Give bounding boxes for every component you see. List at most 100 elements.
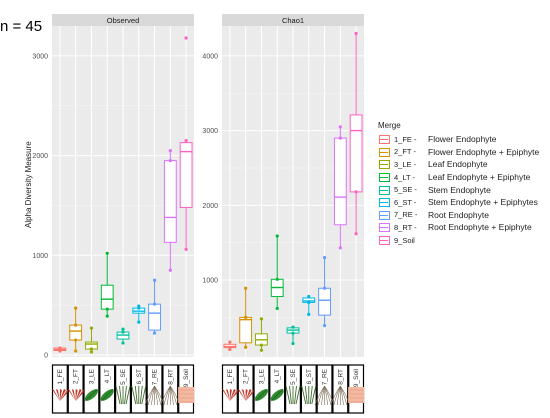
data-point xyxy=(259,343,264,347)
legend: Merge 1_FE - Flower Endophyte 2_FT - Flower… xyxy=(378,121,539,246)
box-2_FT xyxy=(239,286,253,349)
legend-key-median xyxy=(380,164,388,166)
x-tick-label: 8_RT xyxy=(337,369,344,385)
root-strand xyxy=(154,385,159,406)
leaf-vein xyxy=(271,388,284,402)
leaf-vein xyxy=(85,388,98,402)
icon-frame xyxy=(237,364,254,414)
box-8_RT xyxy=(163,149,177,272)
data-point xyxy=(152,331,157,335)
chart-panel-chao1: Chao1 1000 2000 3000 4000 xyxy=(202,14,364,357)
data-point xyxy=(275,234,279,238)
category-icon-cell: 9_Soil xyxy=(348,364,365,414)
data-point xyxy=(291,331,295,335)
legend-item: 2_FT - Flower Endophyte + Epiphyte xyxy=(378,146,539,159)
legend-key-median xyxy=(380,214,388,216)
stem-line xyxy=(125,385,131,405)
petal xyxy=(245,389,248,401)
stem-line xyxy=(285,385,291,405)
legend-item: 9_Soil xyxy=(378,234,539,247)
legend-item: 1_FE - Flower Endophyte xyxy=(378,133,539,146)
box-1_FE xyxy=(223,340,237,352)
y-tick-label: 1000 xyxy=(202,278,218,285)
legend-item: 7_RE - Root Endophyte xyxy=(378,209,539,222)
legend-description: Flower Endophyte xyxy=(428,134,497,145)
petal xyxy=(59,389,66,401)
stem-line xyxy=(301,385,307,405)
category-icon-cell: 5_SE xyxy=(115,364,131,414)
box-body xyxy=(349,114,363,193)
legend-key xyxy=(378,172,390,183)
petal xyxy=(71,389,76,401)
data-point xyxy=(338,136,342,140)
category-icon-cell: 5_SE xyxy=(285,364,301,414)
category-icon-cell: 7_RE xyxy=(314,364,335,414)
legend-description: Root Endophyte xyxy=(428,209,489,220)
x-tick-label: 5_SE xyxy=(290,368,297,385)
legend-title: Merge xyxy=(378,121,401,130)
x-tick-label: 3_LE xyxy=(88,368,95,384)
legend-item: 8_RT - Root Endophyte + Epiphyte xyxy=(378,221,539,234)
stem-line xyxy=(289,385,292,405)
data-point xyxy=(168,149,172,153)
data-point xyxy=(137,304,141,308)
data-point xyxy=(338,125,342,129)
box-9_Soil xyxy=(349,31,363,236)
data-point xyxy=(184,36,188,40)
box-body xyxy=(333,137,347,226)
box-9_Soil xyxy=(179,36,193,251)
soil-block xyxy=(178,387,195,403)
data-point xyxy=(354,190,358,194)
root-strand xyxy=(147,385,155,406)
x-tick-label: 1_FE xyxy=(57,368,64,384)
petal xyxy=(51,389,60,401)
x-tick-label: 7_RE xyxy=(322,368,329,385)
data-point xyxy=(105,307,109,311)
legend-key xyxy=(378,197,390,208)
box-2_FT xyxy=(69,306,83,353)
data-point xyxy=(89,326,94,330)
data-point xyxy=(275,306,279,311)
category-icon-cell: 2_FT xyxy=(67,364,86,414)
data-point xyxy=(354,232,358,236)
data-point xyxy=(322,286,327,290)
category-icon-cell: 1_FE xyxy=(51,364,70,414)
chart-panel-observed: Observed 0 1000 2000 3000 xyxy=(32,14,194,360)
box-6_ST xyxy=(302,294,316,317)
x-tick-label: 6_ST xyxy=(306,369,313,385)
x-tick-label: 9_Soil xyxy=(183,368,190,387)
root-strand xyxy=(317,385,325,406)
stem-line xyxy=(115,385,121,405)
data-point xyxy=(74,323,78,327)
stem-line xyxy=(309,385,313,405)
petal xyxy=(237,389,246,401)
box-3_LE xyxy=(255,317,268,352)
box-body xyxy=(239,316,253,344)
stem-line xyxy=(311,385,317,405)
y-tick-label: 0 xyxy=(44,353,48,360)
category-icon-cell: 7_RE xyxy=(144,364,165,414)
facet-title: Observed xyxy=(107,16,140,25)
icon-frame xyxy=(99,364,116,414)
stem-line xyxy=(131,385,137,405)
category-icon-cell: 4_LT xyxy=(99,364,116,414)
data-point xyxy=(58,346,62,350)
legend-key-median xyxy=(380,189,388,191)
legend-description: Stem Endophyte + Epiphytes xyxy=(428,197,538,208)
soil-block xyxy=(348,387,365,403)
legend-code: 9_Soil xyxy=(394,235,415,245)
y-axis-label: Alpha Diversity Measure xyxy=(24,141,33,228)
box-7_RE xyxy=(318,256,331,328)
data-point xyxy=(74,338,78,342)
data-point xyxy=(259,317,264,321)
legend-code: 4_LT - xyxy=(394,172,415,182)
box-8_RT xyxy=(333,125,347,250)
data-point xyxy=(275,277,279,281)
petal xyxy=(75,389,86,401)
box-6_ST xyxy=(132,304,146,324)
legend-description: Flower Endophyte + Epiphyte xyxy=(428,146,540,157)
facet-strip xyxy=(222,14,364,26)
category-icon-cell: 6_ST xyxy=(130,364,147,414)
category-icon-cell: 9_Soil xyxy=(178,364,195,414)
data-point xyxy=(121,330,125,334)
